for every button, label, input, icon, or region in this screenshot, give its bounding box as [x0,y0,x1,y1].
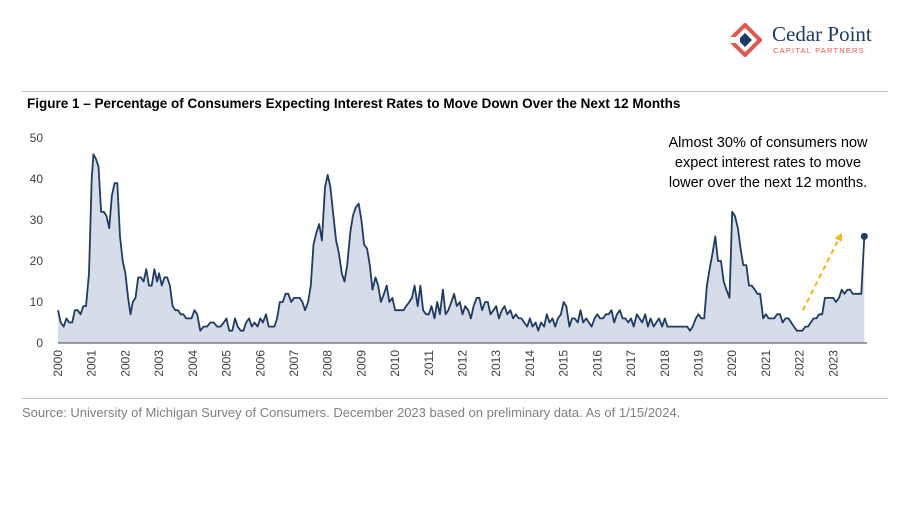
x-tick-label: 2015 [557,350,571,377]
x-tick-label: 2004 [186,350,200,377]
x-tick-label: 2011 [422,350,436,376]
x-tick-label: 2023 [826,350,840,377]
x-tick-label: 2010 [388,350,402,377]
annotation-line-3: lower over the next 12 months. [669,175,867,191]
x-tick-label: 2008 [321,350,335,377]
last-data-point [860,232,868,240]
x-tick-label: 2020 [725,350,739,377]
source-divider [22,398,888,399]
x-tick-label: 2005 [220,350,234,377]
y-tick-label: 20 [30,254,44,268]
brand-name: Cedar Point [772,22,872,46]
x-tick-label: 2018 [658,350,672,377]
x-tick-label: 2016 [590,350,604,377]
x-axis-labels: 2000 2001 2002 2003 2004 2005 2006 2007 2008 2009… [51,350,840,377]
x-tick-label: 2001 [85,350,99,377]
x-tick-label: 2006 [253,350,267,377]
figure-title: Figure 1 – Percentage of Consumers Expec… [27,96,681,111]
x-tick-label: 2007 [287,350,301,377]
y-axis-labels: 0 10 20 30 40 50 [30,131,44,350]
series-area-fill [58,154,865,343]
trend-arrow [802,232,842,311]
series-line [57,153,866,332]
brand-tagline: CAPITAL PARTNERS [773,46,865,55]
x-tick-label: 2014 [523,350,537,377]
x-tick-label: 2003 [152,350,166,377]
x-tick-label: 2022 [793,350,807,377]
annotation-line-1: Almost 30% of consumers now [668,135,868,151]
y-tick-label: 0 [36,336,43,350]
x-tick-label: 2019 [691,350,705,377]
company-logo: Cedar Point CAPITAL PARTNERS [728,20,888,57]
title-divider [22,91,888,92]
x-tick-label: 2009 [354,350,368,377]
y-tick-label: 40 [30,172,44,186]
x-tick-label: 2013 [489,350,503,377]
y-tick-label: 30 [30,213,44,227]
x-tick-label: 2002 [118,350,132,377]
source-note: Source: University of Michigan Survey of… [22,405,681,420]
x-tick-label: 2021 [759,350,773,377]
y-tick-label: 50 [30,131,44,145]
cedar-point-logo-icon [728,23,762,57]
y-tick-label: 10 [30,295,44,309]
x-tick-label: 2012 [456,350,470,377]
x-tick-label: 2000 [51,350,65,377]
x-tick-label: 2017 [624,350,638,377]
annotation-line-2: expect interest rates to move [675,155,861,171]
